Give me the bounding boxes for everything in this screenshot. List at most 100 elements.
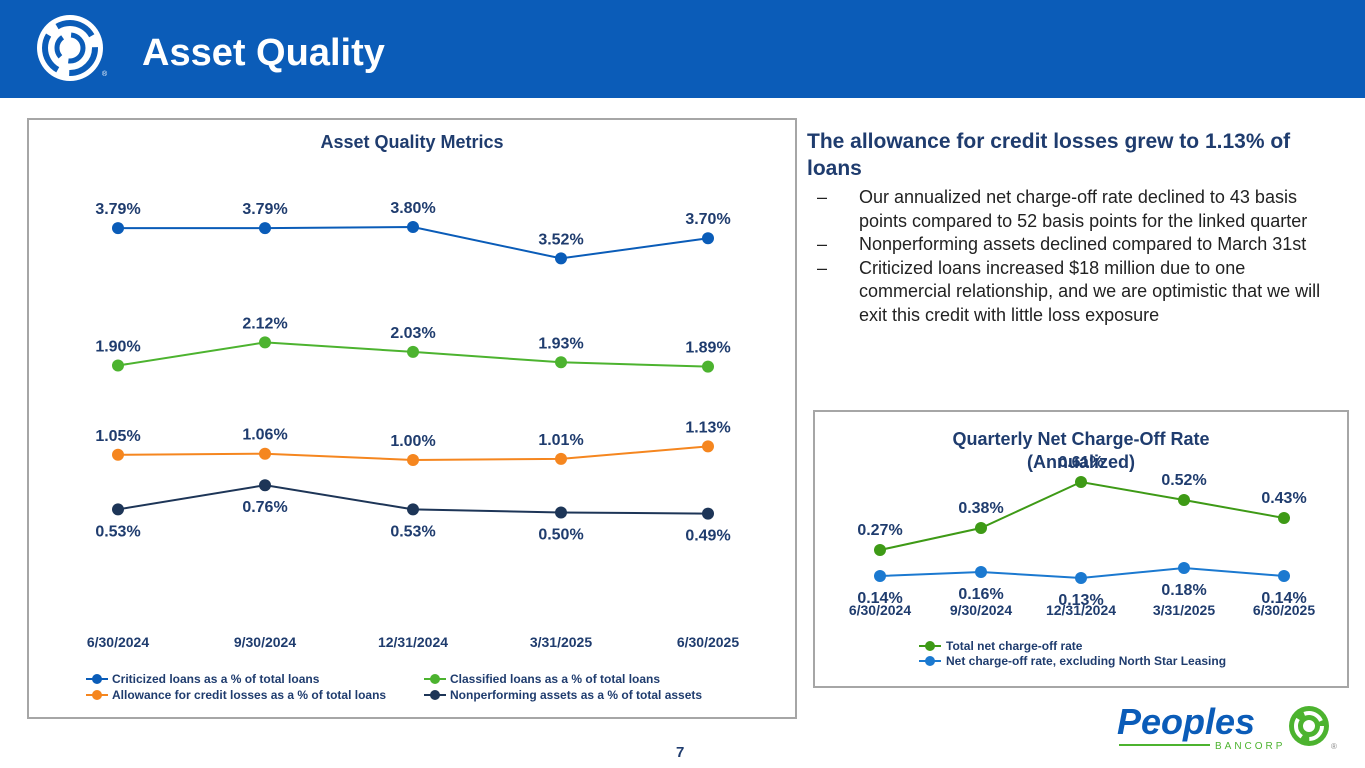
data-point <box>1278 570 1290 582</box>
page-title: Asset Quality <box>142 32 385 74</box>
chart-title: Asset Quality Metrics <box>320 132 504 152</box>
data-point <box>259 222 271 235</box>
legend-marker <box>92 674 102 684</box>
data-label: 1.00% <box>390 433 435 450</box>
data-label: 0.76% <box>242 499 287 516</box>
asset-quality-line-chart: 3.79% 3.79% 3.80% 3.52% 3.70% 1.90% 2.12% 2.03%… <box>86 200 739 702</box>
asset-quality-metrics-panel: Asset Quality Metrics 3.79% 3.79% 3.80% 3.5… <box>27 118 797 719</box>
data-point <box>259 479 271 492</box>
data-label: 1.13% <box>685 419 730 436</box>
data-label: 1.93% <box>538 335 583 352</box>
brand-registered: ® <box>1331 742 1337 751</box>
data-label: 1.89% <box>685 340 730 357</box>
legend-marker <box>92 690 102 700</box>
data-label: 3.70% <box>685 211 730 228</box>
commentary-list: – Our annualized net charge-off rate decl… <box>807 186 1327 327</box>
data-point <box>555 252 567 265</box>
data-label: 1.01% <box>538 432 583 449</box>
data-point <box>874 570 886 582</box>
data-point <box>1178 562 1190 574</box>
legend-label: Total net charge-off rate <box>946 639 1083 653</box>
bullet-dash: – <box>817 234 828 254</box>
data-point <box>555 356 567 369</box>
data-point <box>112 222 124 235</box>
data-point <box>407 454 419 466</box>
data-label: 0.53% <box>390 523 435 540</box>
data-point <box>702 232 714 245</box>
commentary-bullet: – Nonperforming assets declined compared … <box>807 233 1327 257</box>
data-label: 0.18% <box>1161 582 1206 599</box>
commentary-headline: The allowance for credit losses grew to … <box>807 130 1291 180</box>
data-point <box>1178 494 1190 506</box>
x-tick-label: 6/30/2024 <box>87 634 149 650</box>
x-tick-label: 6/30/2025 <box>1253 602 1315 618</box>
bullet-text: Nonperforming assets declined compared t… <box>859 234 1307 254</box>
chart-title: Quarterly Net Charge-Off Rate (Annualize… <box>815 428 1347 474</box>
data-point <box>874 544 886 556</box>
legend-label: Classified loans as a % of total loans <box>450 672 660 686</box>
x-tick-label: 9/30/2024 <box>234 634 296 650</box>
legend-label: Criticized loans as a % of total loans <box>112 672 320 686</box>
x-tick-label: 12/31/2024 <box>378 634 448 650</box>
data-point <box>975 566 987 578</box>
data-label: 0.14% <box>1261 590 1306 607</box>
data-label: 0.49% <box>685 528 730 545</box>
data-label: 0.14% <box>857 590 902 607</box>
x-tick-label: 6/30/2025 <box>677 634 739 650</box>
legend-marker <box>430 690 440 700</box>
data-point <box>407 221 419 233</box>
legend-label: Net charge-off rate, excluding North Sta… <box>946 654 1226 668</box>
brand-swirl-icon <box>1289 706 1329 746</box>
data-label: 0.50% <box>538 527 583 544</box>
commentary-bullet: – Our annualized net charge-off rate decl… <box>807 186 1327 233</box>
series-line <box>879 480 1285 551</box>
data-label: 0.61% <box>1058 454 1103 471</box>
data-label: 3.52% <box>538 231 583 248</box>
data-label: 0.27% <box>857 522 902 539</box>
bullet-dash: – <box>817 257 828 278</box>
legend-marker <box>925 656 935 666</box>
chart-title-line: Quarterly Net Charge-Off Rate <box>952 429 1210 449</box>
data-label: 3.79% <box>242 201 287 218</box>
data-label: 3.79% <box>95 201 140 218</box>
company-logo-icon: ® <box>37 15 108 81</box>
peoples-bancorp-logo: Peoples BANCORP ® <box>1117 701 1337 752</box>
net-charge-off-panel: Quarterly Net Charge-Off Rate (Annualize… <box>813 410 1349 688</box>
x-tick-label: 6/30/2024 <box>849 602 911 618</box>
data-label: 0.38% <box>958 500 1003 517</box>
x-tick-label: 3/31/2025 <box>1153 602 1215 618</box>
data-point <box>112 503 124 516</box>
svg-text:®: ® <box>102 70 108 78</box>
x-tick-label: 3/31/2025 <box>530 634 592 650</box>
bullet-dash: – <box>817 187 828 207</box>
chart-title-line: (Annualized) <box>1027 452 1135 472</box>
net-charge-off-line-chart: 0.27% 0.38% 0.61% 0.52% 0.43% 0.14% 0.16% 0.13%… <box>849 454 1315 668</box>
brand-sub: BANCORP <box>1215 741 1285 752</box>
data-point <box>112 359 124 372</box>
data-point <box>1075 476 1087 488</box>
data-point <box>259 447 271 460</box>
page-number: 7 <box>676 744 685 761</box>
data-label: 1.05% <box>95 428 140 445</box>
data-point <box>1278 512 1290 524</box>
data-point <box>702 440 714 453</box>
data-label: 0.43% <box>1261 490 1306 507</box>
data-point <box>975 522 987 534</box>
x-tick-label: 9/30/2024 <box>950 602 1012 618</box>
data-point <box>407 503 419 516</box>
data-point <box>702 360 714 373</box>
data-point <box>407 345 419 358</box>
data-point <box>112 448 124 461</box>
data-label: 1.90% <box>95 339 140 356</box>
data-label: 3.80% <box>390 200 435 217</box>
bullet-text: Our annualized net charge-off rate decli… <box>859 187 1308 231</box>
data-point <box>555 506 567 519</box>
legend-marker <box>430 674 440 684</box>
commentary-bullet: – Criticized loans increased $18 million … <box>807 257 1327 328</box>
data-label: 2.12% <box>242 315 287 332</box>
data-label: 0.13% <box>1058 592 1103 609</box>
legend-label: Allowance for credit losses as a % of to… <box>112 688 386 702</box>
brand-name: Peoples <box>1117 701 1255 742</box>
header-bar: ® Asset Quality <box>0 0 1365 98</box>
data-point <box>702 507 714 520</box>
